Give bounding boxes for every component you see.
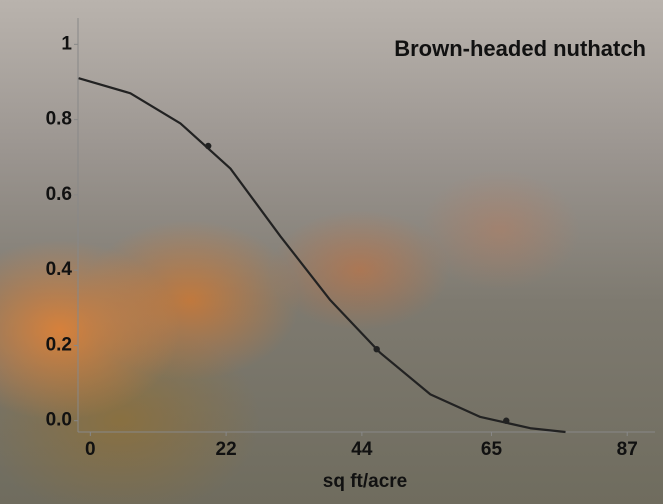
chart-title: Brown-headed nuthatch <box>394 36 646 61</box>
x-axis-label: sq ft/acre <box>323 471 407 492</box>
y-tick-label: 0.2 <box>46 334 72 355</box>
x-tick-label: 44 <box>351 439 373 460</box>
y-tick-label: 1 <box>61 33 72 54</box>
y-tick-label: 0.8 <box>46 109 72 130</box>
x-tick-label: 0 <box>85 439 96 460</box>
y-tick-label: 0.6 <box>46 184 72 205</box>
x-tick-label: 65 <box>481 439 503 460</box>
x-tick-label: 22 <box>216 439 237 460</box>
y-tick-label: 0.4 <box>46 259 73 280</box>
y-tick-label: 0.0 <box>46 410 72 431</box>
x-tick-label: 87 <box>617 439 638 460</box>
fit-curve <box>78 77 566 434</box>
